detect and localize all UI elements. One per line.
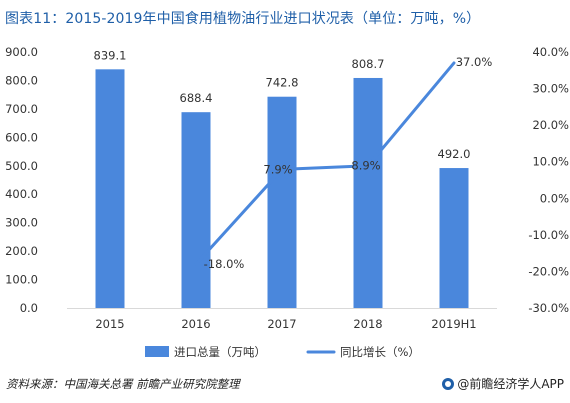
bar-value-label: 839.1 [94,48,127,62]
bar-value-label: 808.7 [352,57,385,71]
y-left-tick-label: 0.0 [20,301,38,315]
chart-title: 图表11：2015-2019年中国食用植物油行业进口状况表（单位：万吨，%） [5,11,481,27]
bar [439,168,469,308]
x-tick-label: 2016 [181,317,210,331]
y-left-tick-label: 500.0 [5,159,38,173]
line-value-label: 7.9% [263,162,292,176]
x-tick-label: 2017 [267,317,296,331]
y-right-tick-label: 20.0% [532,118,569,132]
bar-value-label: 688.4 [180,91,213,105]
bar-value-label: 742.8 [266,76,299,90]
x-tick-label: 2019H1 [431,317,476,331]
y-left-tick-label: 400.0 [5,187,38,201]
y-right-tick-label: -20.0% [528,264,569,278]
y-right-tick-label: 30.0% [532,82,569,96]
y-right-tick-label: 40.0% [532,45,569,59]
y-left-tick-label: 600.0 [5,130,38,144]
bar [95,69,125,309]
brand-logo-icon [442,377,455,390]
legend-bar-label: 进口总量（万吨） [174,345,266,359]
bar-value-label: 492.0 [438,147,471,161]
y-left-tick-label: 300.0 [5,216,38,230]
y-left-tick-label: 200.0 [5,244,38,258]
y-left-tick-label: 800.0 [5,73,38,87]
y-right-tick-label: -10.0% [528,228,569,242]
legend-bar-swatch [145,346,169,357]
legend-line-label: 同比增长（%） [340,345,420,359]
x-tick-label: 2018 [353,317,382,331]
bar [353,77,383,308]
y-left-tick-label: 700.0 [5,102,38,116]
y-right-tick-label: -30.0% [528,301,569,315]
brand-label: @前瞻经济学人APP [457,377,564,391]
y-right-tick-label: 0.0% [540,191,569,205]
y-left-tick-label: 100.0 [5,273,38,287]
line-value-label: -18.0% [204,257,245,271]
y-right-tick-label: 10.0% [532,155,569,169]
growth-line [194,61,456,266]
brand-credit: @前瞻经济学人APP [442,375,564,392]
line-value-label: 37.0% [456,55,493,69]
x-tick-label: 2015 [95,317,124,331]
line-value-label: 8.9% [351,159,380,173]
bar [267,96,297,309]
y-left-tick-label: 900.0 [5,45,38,59]
bar [181,112,211,308]
source-note: 资料来源：中国海关总署 前瞻产业研究院整理 [6,377,240,391]
